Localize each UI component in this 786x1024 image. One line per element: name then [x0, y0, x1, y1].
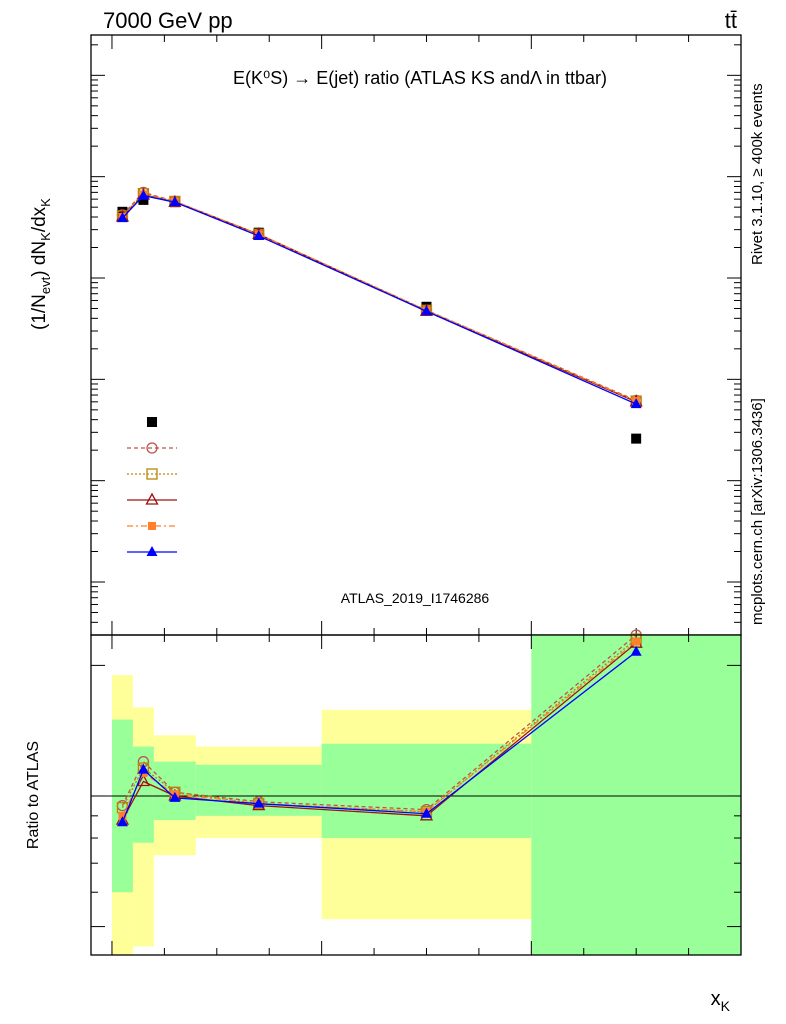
header-right: tt̄ — [725, 8, 737, 33]
main-series-2 — [116, 187, 642, 407]
ratio-y-axis-label: Ratio to ATLAS — [25, 741, 42, 849]
legend-entry-3 — [127, 492, 177, 505]
ratio-x-axis-label: xK — [711, 988, 731, 1014]
main-data-point — [116, 212, 128, 223]
ratio-data-point — [169, 791, 181, 802]
ratio-series-line — [121, 641, 637, 817]
legend-entry-2 — [127, 468, 177, 480]
main-series-4 — [118, 190, 641, 406]
mcplots-label: mcplots.cern.ch [arXiv:1306.3436] — [749, 398, 766, 625]
ratio-data-point — [137, 763, 149, 774]
ratio-data-point — [630, 645, 642, 656]
ratio-panel — [90, 629, 742, 956]
legend-entry-1 — [127, 442, 177, 454]
ratio-data-point — [136, 774, 151, 787]
legend-entry-5 — [127, 546, 177, 556]
main-series-line — [121, 193, 637, 402]
main-series-5 — [116, 189, 642, 409]
ratio-data-point — [632, 637, 641, 646]
main-data-point — [137, 189, 149, 200]
legend-marker — [146, 442, 158, 454]
main-data-point — [630, 398, 642, 409]
ratio-series-4 — [116, 645, 642, 827]
rivet-label: Rivet 3.1.10, ≥ 400k events — [749, 83, 766, 265]
main-panel — [90, 34, 742, 636]
legend — [127, 417, 177, 556]
main-title: E(K⁰S) → E(jet) ratio (ATLAS KS andΛ in … — [233, 68, 607, 88]
inner-band-0 — [111, 719, 133, 893]
ratio-data-point — [253, 797, 265, 808]
legend-entry-4 — [127, 522, 177, 530]
ratio-frame — [90, 634, 742, 956]
legend-marker — [145, 492, 159, 505]
ratio-series-line — [121, 634, 637, 811]
legend-marker — [148, 522, 156, 530]
main-series-3 — [115, 187, 643, 407]
legend-entry-0 — [147, 417, 157, 427]
main-data-point — [138, 194, 149, 205]
inner-band-5 — [531, 635, 741, 955]
main-series-0 — [117, 194, 642, 444]
main-data-point — [253, 229, 265, 240]
watermark: ATLAS_2019_I1746286 — [341, 590, 490, 606]
main-series-line — [121, 194, 637, 405]
header-left: 7000 GeV pp — [103, 8, 233, 33]
ratio-series-line — [121, 651, 637, 823]
main-series-line — [121, 194, 637, 403]
ratio-data-point — [420, 807, 432, 818]
main-data-point — [631, 433, 642, 444]
legend-marker — [146, 546, 158, 556]
main-data-point — [420, 305, 432, 316]
main-y-axis-label: (1/Nevt) dNK/dxK — [29, 198, 53, 330]
ratio-data-point — [118, 811, 127, 820]
legend-marker — [146, 468, 158, 480]
main-frame — [90, 34, 742, 636]
ratio-data-point — [116, 816, 128, 827]
main-series-1 — [116, 186, 642, 407]
main-data-point — [169, 196, 181, 207]
legend-marker — [147, 417, 157, 427]
uncertainty-bands — [111, 635, 741, 955]
